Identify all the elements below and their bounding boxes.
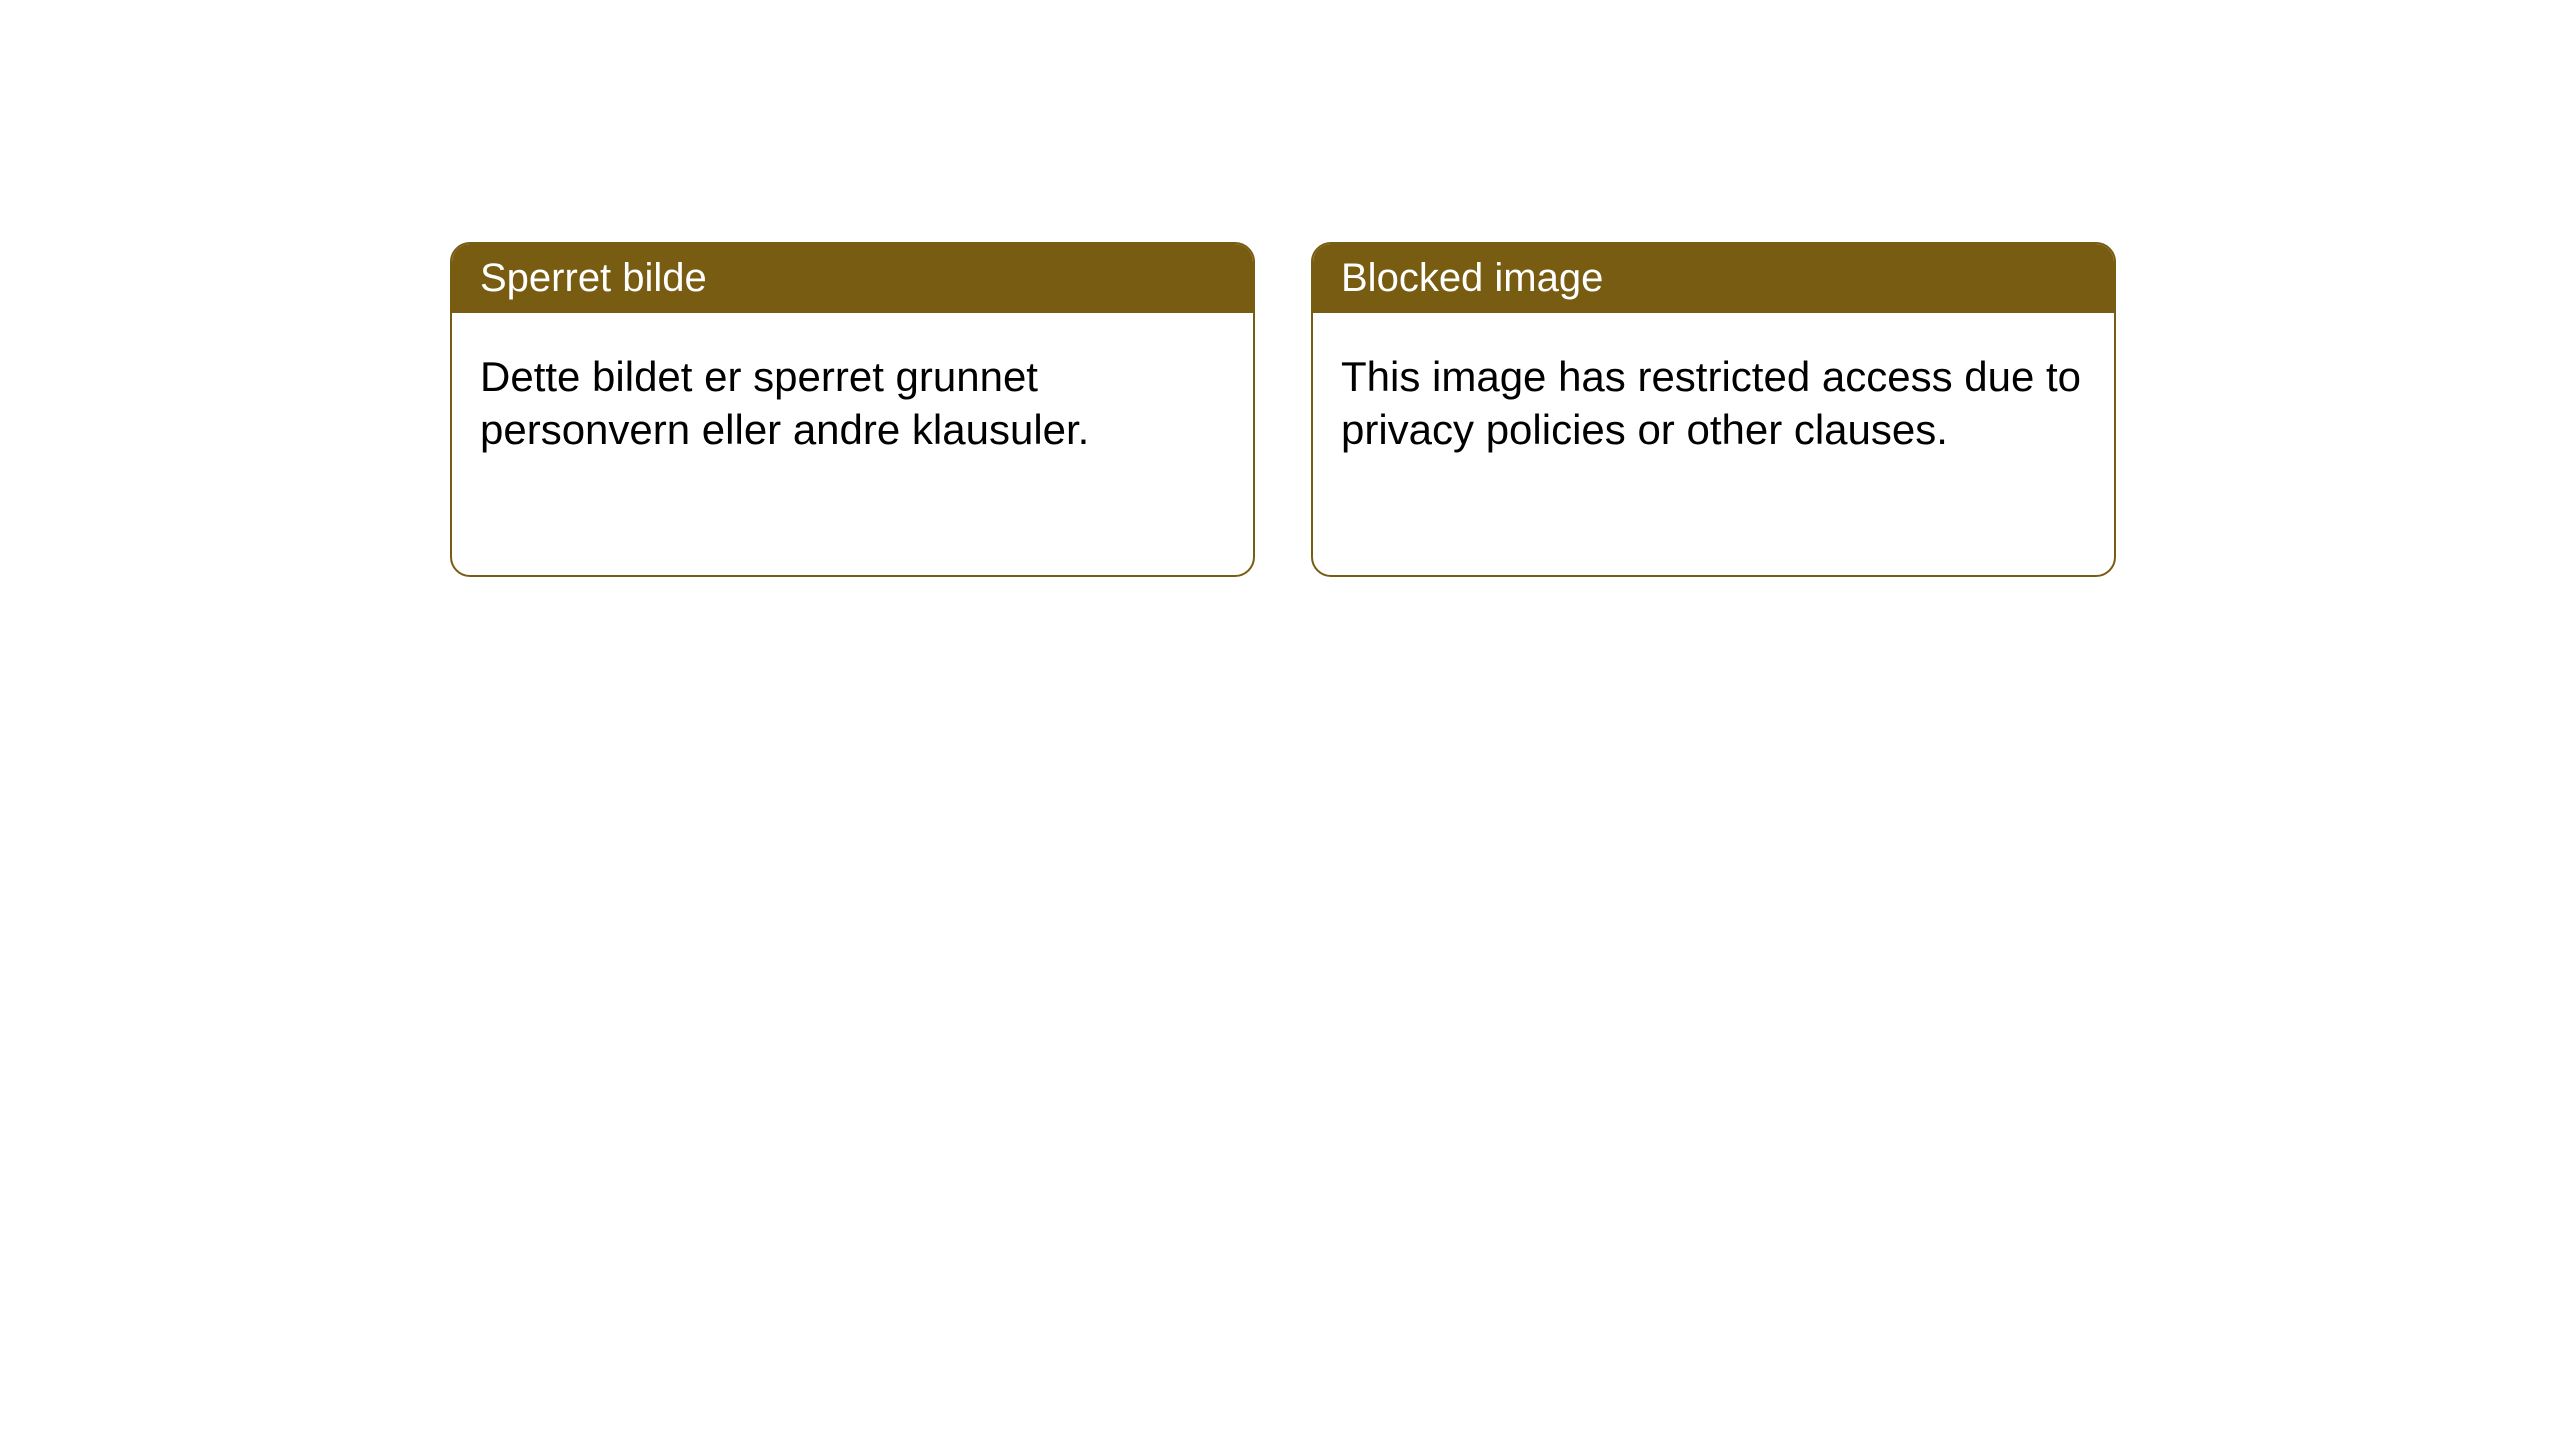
card-header: Blocked image (1313, 244, 2114, 313)
notice-cards-container: Sperret bilde Dette bildet er sperret gr… (450, 242, 2116, 577)
notice-card-english: Blocked image This image has restricted … (1311, 242, 2116, 577)
notice-card-norwegian: Sperret bilde Dette bildet er sperret gr… (450, 242, 1255, 577)
card-body: Dette bildet er sperret grunnet personve… (452, 313, 1253, 494)
card-header: Sperret bilde (452, 244, 1253, 313)
card-body: This image has restricted access due to … (1313, 313, 2114, 494)
